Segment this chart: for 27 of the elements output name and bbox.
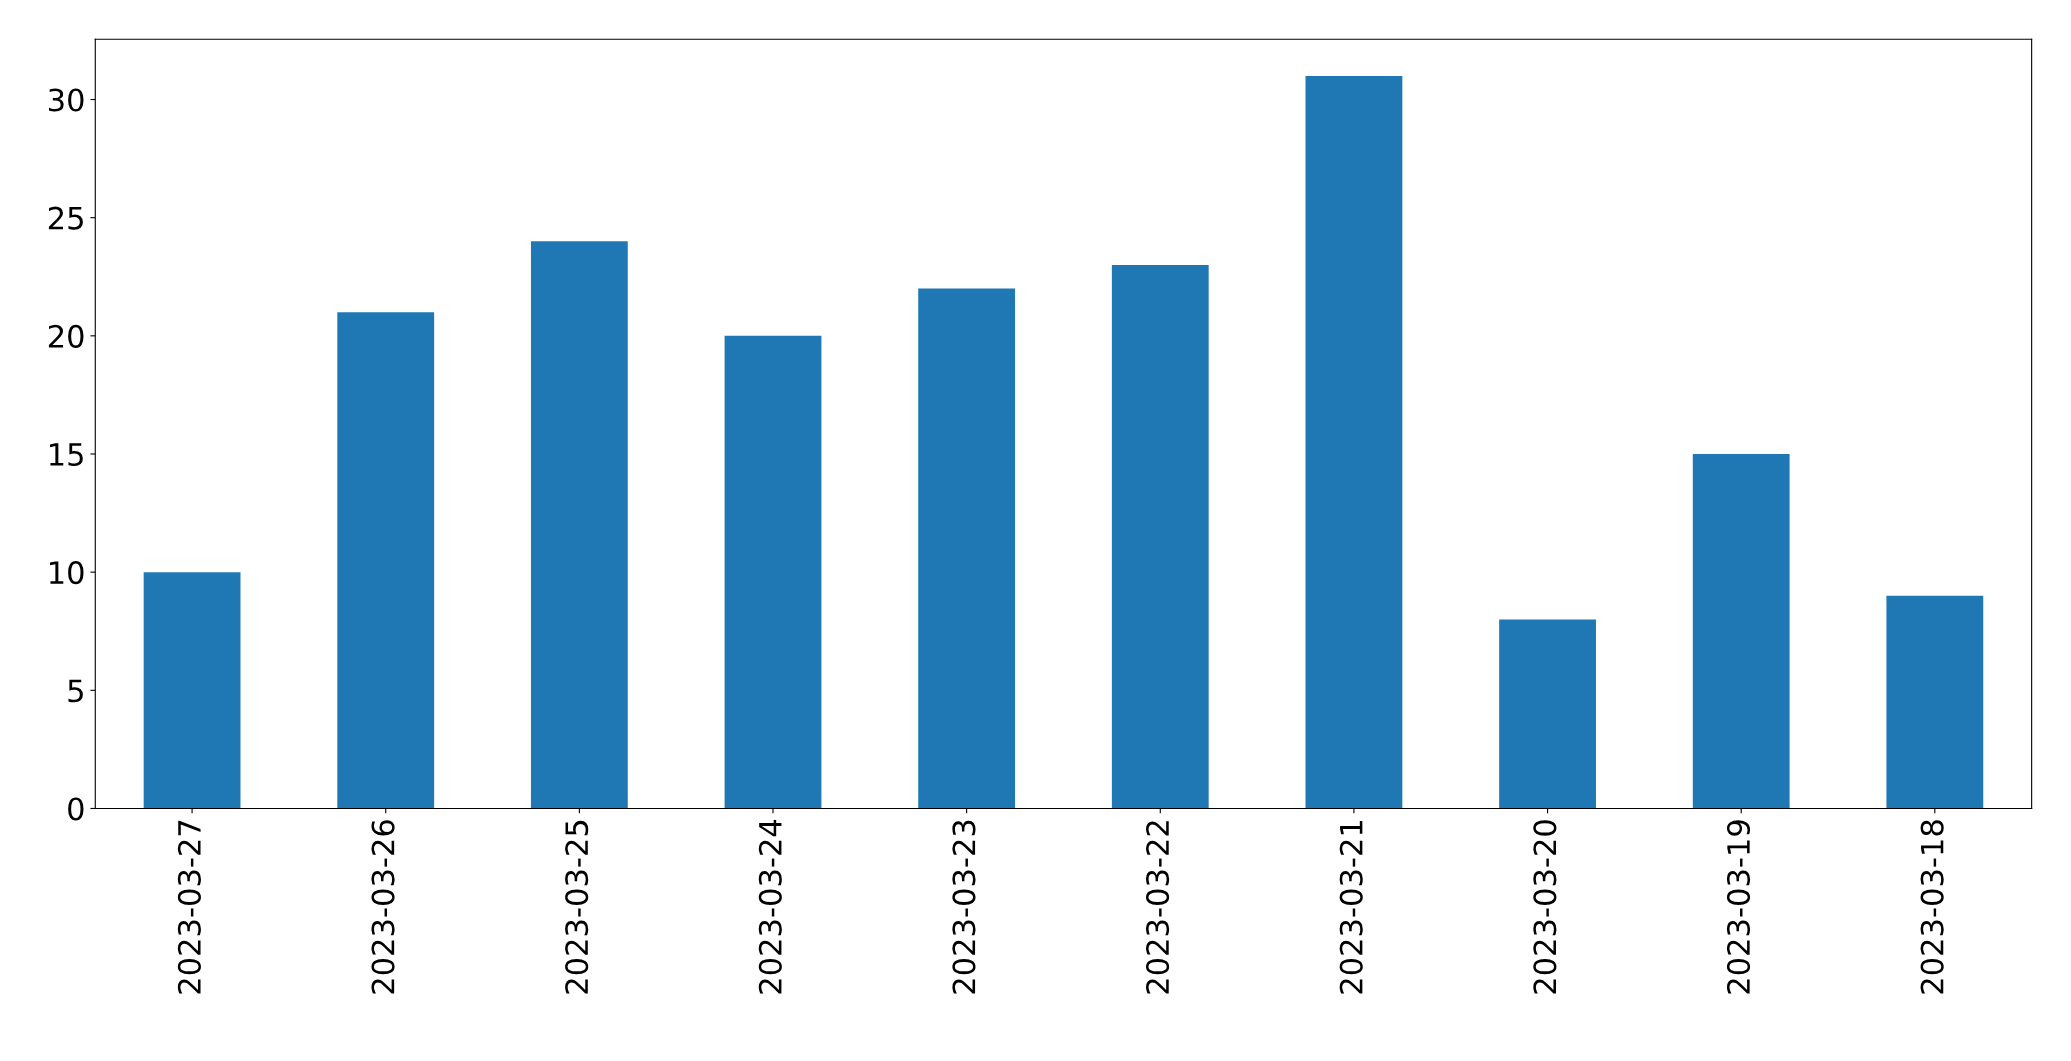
x-tick-label: 2023-03-26 [371,820,395,994]
x-tick-label: 2023-03-22 [1146,821,1170,994]
bar [337,312,435,809]
bar [1305,75,1403,809]
y-tick-label: 15 [50,443,83,467]
bar [1886,595,1984,809]
bar [1692,454,1790,809]
bar [1111,264,1209,809]
x-tick-label: 2023-03-24 [758,819,782,994]
x-tick-label: 2023-03-18 [1920,820,1944,994]
bar [530,241,628,809]
x-tick-label: 2023-03-25 [565,820,589,994]
y-tick-label: 20 [48,324,84,348]
bar [143,572,241,809]
y-tick-label: 5 [68,679,83,703]
y-tick-label: 10 [50,561,84,585]
x-tick-label: 2023-03-27 [177,820,201,994]
x-tick-label: 2023-03-20 [1533,820,1557,994]
bar [724,335,822,809]
x-tick-label: 2023-03-21 [1339,821,1363,994]
y-tick-label: 0 [68,797,84,821]
y-tick-label: 25 [48,206,83,230]
x-tick-label: 2023-03-23 [952,820,976,994]
bar [918,288,1016,809]
x-tick-label: 2023-03-19 [1726,820,1751,994]
y-tick-label: 30 [48,88,84,112]
bar [1499,619,1596,809]
